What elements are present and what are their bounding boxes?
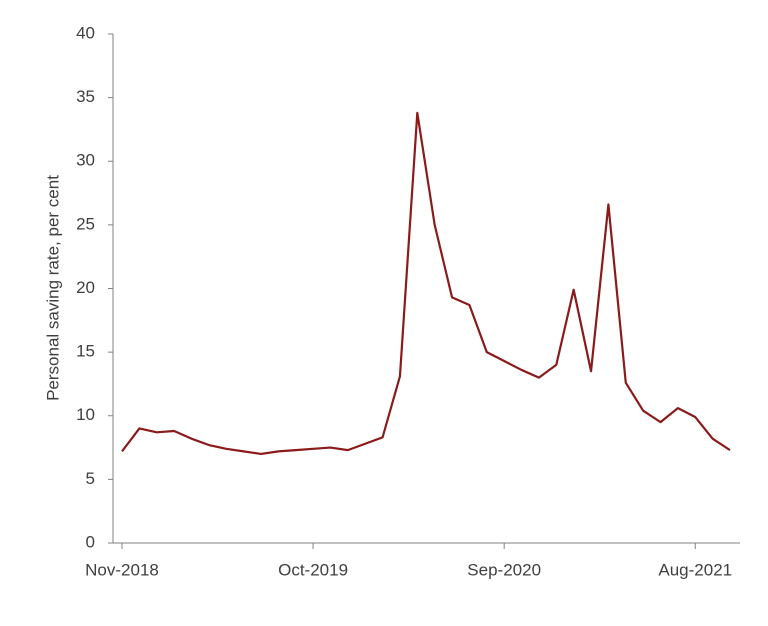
y-tick-label: 10 <box>76 405 95 424</box>
y-tick-label: 40 <box>76 23 95 42</box>
y-axis-label: Personal saving rate, per cent <box>43 175 62 401</box>
y-tick-label: 30 <box>76 151 95 170</box>
y-tick-label: 20 <box>76 278 95 297</box>
y-tick-label: 15 <box>76 342 95 361</box>
line <box>121 111 731 456</box>
x-tick-label: Sep-2020 <box>467 560 541 579</box>
x-tick-label: Aug-2021 <box>658 560 732 579</box>
y-tick-label: 0 <box>86 532 95 551</box>
x-tick-label: Nov-2018 <box>85 560 159 579</box>
y-tick-label: 5 <box>86 469 95 488</box>
y-tick-label: 25 <box>76 214 95 233</box>
x-tick-label: Oct-2019 <box>278 560 348 579</box>
y-tick-label: 35 <box>76 87 95 106</box>
